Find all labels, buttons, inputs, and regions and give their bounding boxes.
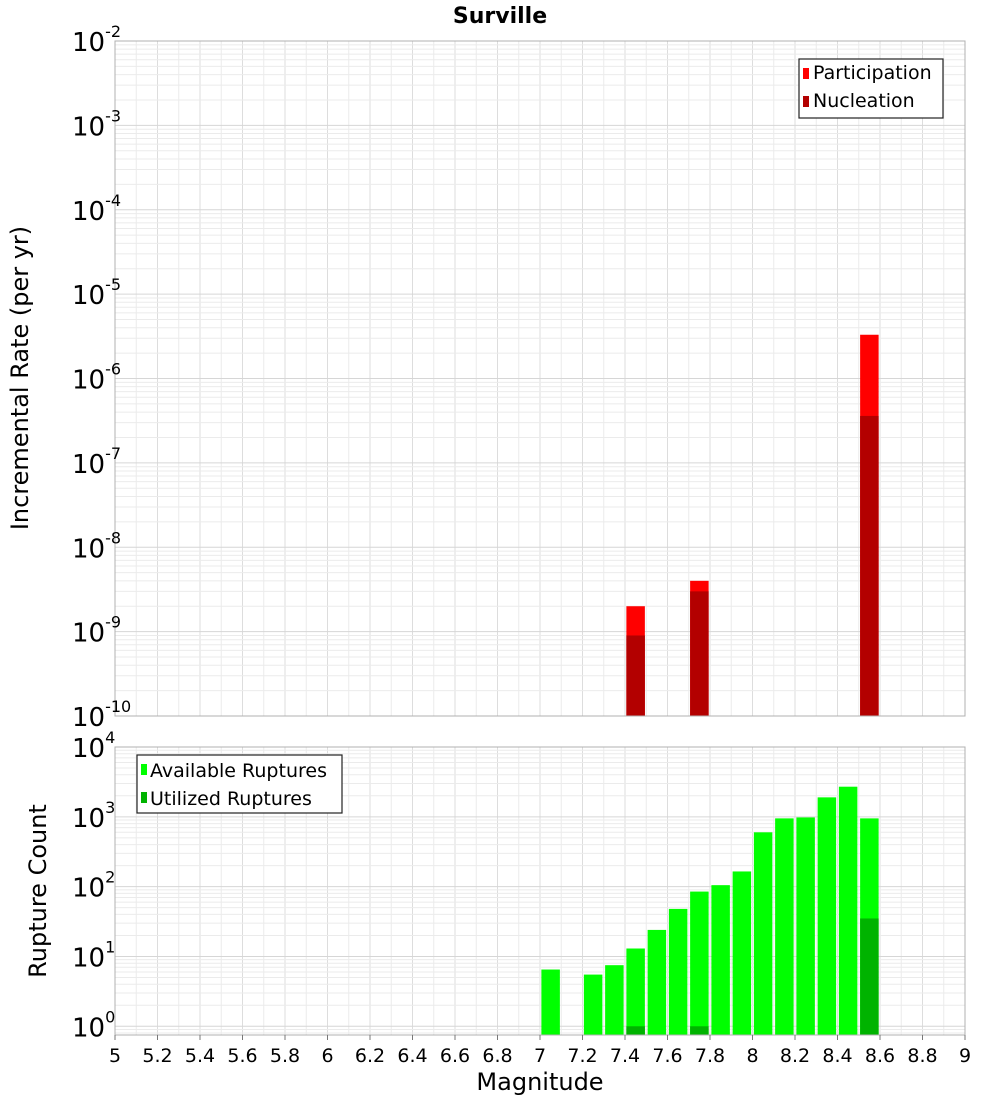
bottom-y-tick-label: 103: [72, 798, 115, 834]
count-bar-a: [605, 965, 624, 1035]
legend-swatch-utilized: [141, 792, 147, 803]
x-tick-label: 9: [959, 1045, 971, 1067]
top-y-tick-label: 10-4: [72, 191, 121, 227]
legend-label-nucleation: Nucleation: [813, 90, 915, 112]
rate-bar-b: [690, 591, 709, 716]
legend-swatch-nucleation: [803, 96, 809, 107]
x-tick-label: 5.6: [227, 1045, 257, 1067]
top-panel: 10-10 10-9 10-8 10-7 10-6 10-5 10-4 10-3 10-2 In…: [6, 22, 966, 733]
count-bar-a: [817, 797, 837, 1035]
count-bar-a: [732, 871, 752, 1035]
count-bar-a: [647, 929, 667, 1035]
bottom-bars: [541, 786, 879, 1035]
x-tick-label: 6.2: [355, 1045, 385, 1067]
top-y-ticks: 10-10 10-9 10-8 10-7 10-6 10-5 10-4 10-3 10-2: [72, 22, 131, 733]
top-y-tick-label: 10-10: [72, 697, 131, 733]
top-y-tick-label: 10-2: [72, 22, 121, 58]
legend-label-participation: Participation: [813, 62, 932, 84]
count-bar-a: [690, 891, 709, 1035]
x-axis-label: Magnitude: [476, 1068, 603, 1096]
count-bar-b: [860, 918, 879, 1035]
bottom-y-tick-label: 101: [72, 937, 115, 973]
top-y-tick-label: 10-3: [72, 106, 121, 142]
legend-swatch-participation: [803, 68, 809, 79]
bottom-y-tick-label: 102: [72, 868, 115, 904]
top-legend-box: [798, 58, 944, 119]
top-grid: [114, 40, 966, 717]
count-bar-a: [583, 974, 603, 1035]
top-plot-border: [114, 40, 966, 717]
x-tick-label: 8.8: [907, 1045, 937, 1067]
x-tick-label: 6.8: [482, 1045, 512, 1067]
x-tick-label: 8.2: [780, 1045, 810, 1067]
bottom-y-tick-label: 104: [72, 728, 115, 764]
count-bar-a: [711, 885, 730, 1035]
rate-bar-b: [860, 415, 879, 716]
legend-label-available: Available Ruptures: [150, 760, 327, 782]
legend-label-utilized: Utilized Ruptures: [150, 788, 312, 810]
x-tick-label: 5.4: [185, 1045, 215, 1067]
legend-swatch-available: [141, 764, 147, 775]
x-tick-label: 8.6: [865, 1045, 895, 1067]
top-legend: Participation Nucleation: [798, 58, 944, 119]
bottom-y-ticks: 100 101 102 103 104: [72, 728, 115, 1043]
count-bar-a: [838, 786, 858, 1035]
count-bar-a: [775, 818, 794, 1035]
count-bar-a: [796, 817, 815, 1035]
top-y-tick-label: 10-6: [72, 360, 121, 396]
bottom-legend-box: [136, 754, 343, 814]
x-tick-label: 8: [746, 1045, 758, 1067]
top-y-tick-label: 10-5: [72, 275, 121, 311]
bottom-x-ticks: 5 5.2 5.4 5.6 5.8 6 6.2 6.4 6.6 6.8 7 7.2 7.4 7.6 7.8 8…: [109, 1035, 971, 1067]
count-bar-a: [753, 832, 773, 1035]
top-y-axis-label: Incremental Rate (per yr): [6, 226, 34, 530]
count-bar-b: [626, 1026, 645, 1035]
count-bar-a: [541, 969, 560, 1035]
x-tick-label: 7.4: [610, 1045, 640, 1067]
x-tick-label: 7.6: [652, 1045, 682, 1067]
x-tick-label: 7.8: [695, 1045, 725, 1067]
chart-title: Surville: [453, 4, 547, 29]
x-tick-label: 6.6: [440, 1045, 470, 1067]
top-y-tick-label: 10-8: [72, 528, 121, 564]
rate-bar-b: [626, 635, 645, 716]
count-bar-a: [626, 948, 645, 1035]
x-tick-label: 7.2: [567, 1045, 597, 1067]
bottom-legend: Available Ruptures Utilized Ruptures: [136, 754, 343, 814]
x-tick-label: 5: [109, 1045, 121, 1067]
x-tick-label: 6: [321, 1045, 333, 1067]
bottom-panel: 100 101 102 103 104 5 5.2 5.4 5.6 5.8 6 6.2 6.4 6.6 6…: [24, 728, 971, 1096]
x-tick-label: 8.4: [822, 1045, 852, 1067]
bottom-y-axis-label: Rupture Count: [24, 804, 52, 978]
x-tick-label: 7: [534, 1045, 546, 1067]
x-tick-label: 5.2: [142, 1045, 172, 1067]
count-bar-b: [690, 1026, 709, 1035]
top-bars: [626, 334, 879, 716]
x-tick-label: 5.8: [270, 1045, 300, 1067]
count-bar-a: [668, 908, 688, 1035]
x-tick-label: 6.4: [397, 1045, 427, 1067]
bottom-y-tick-label: 100: [72, 1007, 115, 1043]
top-y-tick-label: 10-9: [72, 613, 121, 649]
top-y-tick-label: 10-7: [72, 444, 121, 480]
